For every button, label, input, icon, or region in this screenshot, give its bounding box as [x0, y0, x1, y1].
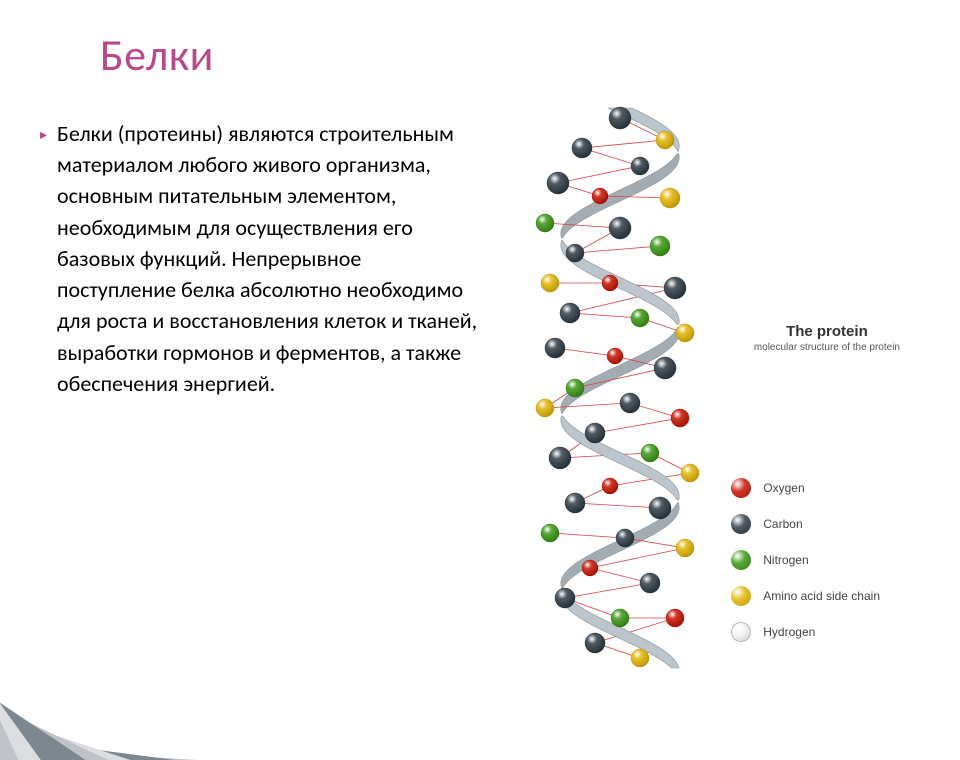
atom: [631, 157, 649, 175]
legend-item: Oxygen: [731, 478, 880, 498]
figure-title-block: The protein molecular structure of the p…: [754, 323, 900, 353]
protein-helix-diagram: [500, 88, 760, 698]
legend-item: Amino acid side chain: [731, 586, 880, 606]
atom: [592, 188, 608, 204]
atom: [681, 464, 699, 482]
figure-subtitle: molecular structure of the protein: [754, 342, 900, 353]
atom: [640, 573, 660, 593]
legend: Oxygen Carbon Nitrogen Amino acid side chai…: [731, 478, 880, 642]
atom: [664, 277, 686, 299]
atom: [565, 493, 585, 513]
legend-item: Carbon: [731, 514, 880, 534]
legend-item: Nitrogen: [731, 550, 880, 570]
atom: [676, 324, 694, 342]
atom: [536, 214, 554, 232]
atom: [555, 588, 575, 608]
slide-title: Белки: [100, 28, 920, 82]
bullet-item: ▸ Белки (протеины) являются строительным…: [40, 118, 480, 399]
atom: [631, 309, 649, 327]
legend-label: Carbon: [763, 517, 802, 531]
legend-swatch-icon: [731, 586, 751, 606]
atom: [541, 524, 559, 542]
legend-label: Oxygen: [763, 481, 804, 495]
atom: [660, 188, 680, 208]
atom: [611, 609, 629, 627]
atom: [656, 131, 674, 149]
atom: [676, 539, 694, 557]
atom: [620, 393, 640, 413]
atom: [566, 244, 584, 262]
atom: [641, 444, 659, 462]
atom: [649, 497, 671, 519]
atom: [654, 357, 676, 379]
atom: [547, 172, 569, 194]
bullet-marker-icon: ▸: [40, 118, 47, 150]
atom: [566, 379, 584, 397]
slide: Белки ▸ Белки (протеины) являются строит…: [0, 0, 960, 720]
legend-label: Nitrogen: [763, 553, 808, 567]
atom: [572, 138, 592, 158]
figure-column: The protein molecular structure of the p…: [500, 108, 920, 708]
atom: [666, 609, 684, 627]
atom: [541, 274, 559, 292]
legend-swatch-icon: [731, 550, 751, 570]
legend-swatch-icon: [731, 478, 751, 498]
atom: [602, 478, 618, 494]
figure-title: The protein: [754, 323, 900, 340]
atom: [549, 447, 571, 469]
atom: [671, 409, 689, 427]
bullet-text: Белки (протеины) являются строительным м…: [57, 118, 480, 399]
atom: [609, 217, 631, 239]
text-column: ▸ Белки (протеины) являются строительным…: [40, 108, 480, 399]
atom: [609, 107, 631, 129]
atom: [560, 303, 580, 323]
legend-label: Hydrogen: [763, 625, 815, 639]
legend-label: Amino acid side chain: [763, 589, 880, 603]
atom: [582, 560, 598, 576]
atom: [602, 275, 618, 291]
legend-swatch-icon: [731, 514, 751, 534]
corner-decoration: [0, 600, 220, 760]
atom: [585, 423, 605, 443]
atom: [616, 529, 634, 547]
legend-swatch-icon: [731, 622, 751, 642]
atom: [545, 338, 565, 358]
legend-item: Hydrogen: [731, 622, 880, 642]
atom: [631, 649, 649, 667]
atom: [536, 399, 554, 417]
atom: [585, 633, 605, 653]
atom: [650, 236, 670, 256]
atom: [607, 348, 623, 364]
